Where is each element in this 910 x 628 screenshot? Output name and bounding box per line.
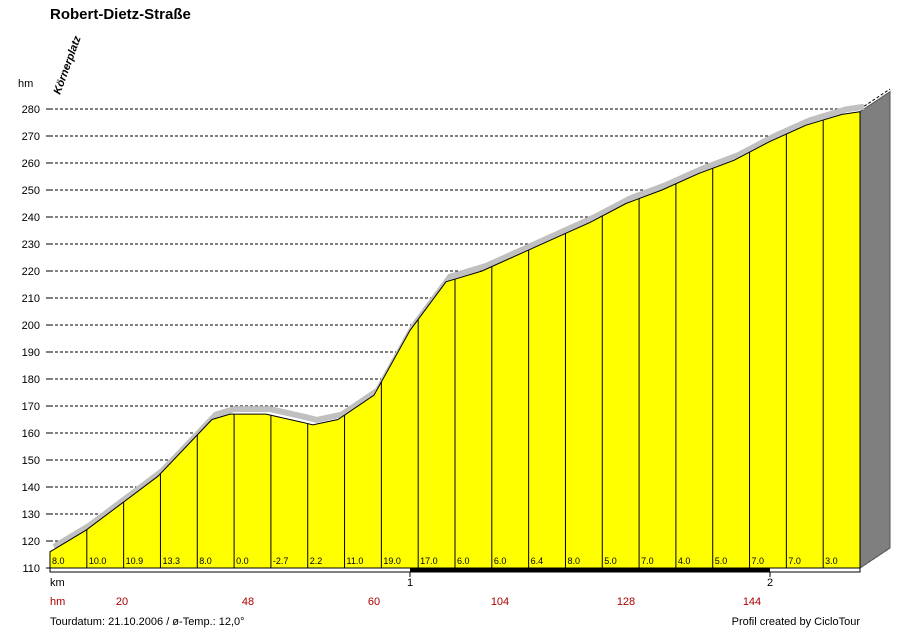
hm-marker-label: 144 <box>743 596 761 608</box>
segment-gradient-label: 7.0 <box>641 556 654 566</box>
y-tick-label: 260 <box>22 158 40 170</box>
segment-gradient-label: 6.0 <box>457 556 470 566</box>
y-tick-label: 170 <box>22 401 40 413</box>
segment-gradient-label: 0.0 <box>236 556 249 566</box>
y-tick-label: 220 <box>22 266 40 278</box>
grid-line-3d <box>859 88 891 110</box>
y-tick-label: 180 <box>22 374 40 386</box>
y-tick-label: 190 <box>22 347 40 359</box>
credit-label: Profil created by CicloTour <box>732 616 861 628</box>
segment-gradient-label: 8.0 <box>199 556 212 566</box>
hm-marker-label: 20 <box>116 596 128 608</box>
x-unit-label: km <box>50 577 65 589</box>
segment-gradient-label: 10.9 <box>126 556 144 566</box>
y-tick-label: 130 <box>22 509 40 521</box>
x-tick-label: 1 <box>407 577 413 589</box>
hm-marker-label: 48 <box>242 596 254 608</box>
tour-info: Tourdatum: 21.10.2006 / ø-Temp.: 12,0° <box>50 616 245 628</box>
segment-gradient-label: 13.3 <box>162 556 180 566</box>
profile-side-face <box>859 90 891 569</box>
segment-gradient-label: 5.0 <box>604 556 617 566</box>
y-tick-label: 240 <box>22 212 40 224</box>
segment-gradients: 8.0 10.0 10.9 13.3 8.0 0.0 -2.7 2.2 11.0 19.0 17.0… <box>52 556 838 566</box>
segment-lines <box>86 120 824 568</box>
y-tick-label: 140 <box>22 482 40 494</box>
chart-title: Robert-Dietz-Straße <box>50 6 191 23</box>
segment-gradient-label: 2.2 <box>310 556 323 566</box>
location-label: Körnerplatz <box>52 34 84 96</box>
y-tick-label: 210 <box>22 293 40 305</box>
segment-gradient-label: 6.4 <box>531 556 544 566</box>
y-axis: 110 120 130 140 150 160 170 180 190 200 210 220 230 2… <box>22 104 50 575</box>
y-tick-label: 200 <box>22 320 40 332</box>
y-tick-label: 150 <box>22 455 40 467</box>
y-tick-label: 250 <box>22 185 40 197</box>
y-unit-label: hm <box>18 78 33 90</box>
distance-scale-km-segment <box>410 568 770 572</box>
x-tick-label: 2 <box>767 577 773 589</box>
segment-gradient-label: 7.0 <box>752 556 765 566</box>
segment-gradient-label: 10.0 <box>89 556 107 566</box>
segment-gradient-label: 17.0 <box>420 556 438 566</box>
hm-marker-label: 104 <box>491 596 509 608</box>
segment-gradient-label: 4.0 <box>678 556 691 566</box>
segment-gradient-label: 6.0 <box>494 556 507 566</box>
segment-gradient-label: 7.0 <box>788 556 801 566</box>
y-tick-label: 270 <box>22 131 40 143</box>
segment-gradient-label: -2.7 <box>273 556 289 566</box>
y-tick-label: 160 <box>22 428 40 440</box>
segment-gradient-label: 8.0 <box>52 556 65 566</box>
y-tick-label: 120 <box>22 536 40 548</box>
segment-gradient-label: 3.0 <box>825 556 838 566</box>
segment-gradient-label: 5.0 <box>715 556 728 566</box>
hm-markers: 20 48 60 104 128 144 <box>116 596 761 608</box>
y-tick-label: 230 <box>22 239 40 251</box>
side-face <box>859 90 891 569</box>
hm-marker-label: 128 <box>617 596 635 608</box>
segment-gradient-label: 19.0 <box>383 556 401 566</box>
segment-gradient-label: 11.0 <box>347 556 364 566</box>
hm-row-label: hm <box>50 596 65 608</box>
y-tick-label: 280 <box>22 104 40 116</box>
y-tick-label: 110 <box>22 563 40 575</box>
hm-marker-label: 60 <box>368 596 380 608</box>
segment-gradient-label: 8.0 <box>567 556 580 566</box>
